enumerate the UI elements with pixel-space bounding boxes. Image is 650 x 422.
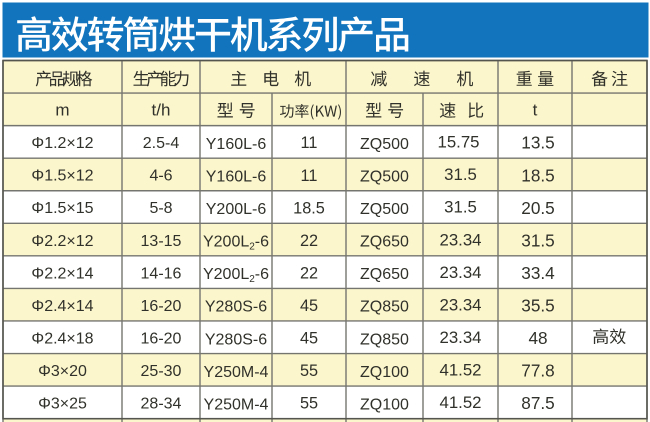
svg-text:55: 55 — [300, 362, 318, 380]
svg-text:14-16: 14-16 — [141, 265, 182, 282]
svg-text:Y200L-6: Y200L-6 — [206, 201, 267, 218]
svg-text:ZQ650: ZQ650 — [360, 266, 409, 283]
svg-text:Φ2.4×14: Φ2.4×14 — [31, 298, 93, 315]
svg-text:18.5: 18.5 — [521, 165, 554, 185]
svg-text:31.5: 31.5 — [444, 165, 477, 184]
svg-text:ZQ850: ZQ850 — [360, 299, 409, 316]
svg-text:5-8: 5-8 — [149, 200, 172, 217]
svg-text:45: 45 — [300, 297, 318, 315]
svg-text:Y160L-6: Y160L-6 — [206, 168, 267, 185]
svg-text:ZQ100: ZQ100 — [360, 396, 409, 413]
svg-text:Φ2.4×18: Φ2.4×18 — [31, 330, 93, 347]
svg-text:Φ2.2×14: Φ2.2×14 — [31, 265, 93, 282]
svg-text:31.5: 31.5 — [521, 230, 554, 250]
svg-text:22: 22 — [300, 232, 318, 250]
svg-text:28-34: 28-34 — [141, 396, 182, 413]
svg-text:45: 45 — [300, 330, 318, 348]
svg-text:23.34: 23.34 — [440, 295, 482, 314]
svg-text:23.34: 23.34 — [440, 328, 482, 347]
svg-text:Y280S-6: Y280S-6 — [205, 299, 267, 316]
svg-text:ZQ100: ZQ100 — [360, 364, 409, 381]
svg-text:Φ3×20: Φ3×20 — [38, 363, 87, 380]
svg-text:Y250M-4: Y250M-4 — [204, 396, 269, 413]
svg-text:41.52: 41.52 — [440, 361, 482, 380]
svg-text:77.8: 77.8 — [521, 361, 554, 381]
svg-text:87.5: 87.5 — [521, 393, 554, 413]
svg-text:48: 48 — [528, 328, 547, 348]
svg-text:ZQ850: ZQ850 — [360, 331, 409, 348]
svg-text:23.34: 23.34 — [440, 263, 482, 282]
svg-text:16-20: 16-20 — [141, 298, 182, 315]
svg-text:33.4: 33.4 — [521, 263, 555, 283]
svg-text:Φ3×25: Φ3×25 — [38, 396, 87, 413]
svg-text:20.5: 20.5 — [521, 198, 554, 218]
svg-text:11: 11 — [301, 167, 318, 185]
svg-text:35.5: 35.5 — [521, 296, 554, 316]
svg-text:Y280S-6: Y280S-6 — [205, 331, 267, 348]
svg-text:ZQ650: ZQ650 — [360, 234, 409, 251]
svg-text:Y250M-4: Y250M-4 — [204, 364, 269, 381]
svg-text:t: t — [533, 100, 538, 119]
svg-text:Φ1.2×12: Φ1.2×12 — [31, 135, 93, 152]
svg-text:11: 11 — [301, 134, 318, 152]
svg-text:ZQ500: ZQ500 — [360, 168, 409, 185]
svg-text:Y160L-6: Y160L-6 — [206, 136, 267, 153]
svg-text:ZQ500: ZQ500 — [360, 201, 409, 218]
svg-text:Y200L2-6: Y200L2-6 — [203, 234, 269, 253]
svg-text:Φ1.5×15: Φ1.5×15 — [31, 200, 93, 217]
svg-text:Φ1.5×12: Φ1.5×12 — [31, 168, 93, 185]
svg-text:31.5: 31.5 — [444, 198, 477, 217]
svg-text:13-15: 13-15 — [141, 233, 182, 250]
svg-text:23.34: 23.34 — [440, 230, 482, 249]
svg-text:18.5: 18.5 — [293, 199, 325, 217]
svg-text:4-6: 4-6 — [149, 168, 172, 185]
svg-text:41.52: 41.52 — [440, 393, 482, 412]
svg-text:Φ2.2×12: Φ2.2×12 — [31, 233, 93, 250]
svg-text:t/h: t/h — [152, 100, 171, 119]
svg-text:2.5-4: 2.5-4 — [143, 135, 180, 152]
svg-text:16-20: 16-20 — [141, 330, 182, 347]
svg-text:25-30: 25-30 — [141, 363, 182, 380]
svg-text:55: 55 — [300, 395, 318, 413]
svg-text:13.5: 13.5 — [521, 133, 554, 153]
svg-text:ZQ500: ZQ500 — [360, 136, 409, 153]
svg-text:m: m — [55, 100, 69, 119]
svg-text:Y200L2-6: Y200L2-6 — [203, 266, 269, 285]
svg-text:15.75: 15.75 — [438, 133, 480, 152]
svg-text:22: 22 — [300, 264, 318, 282]
